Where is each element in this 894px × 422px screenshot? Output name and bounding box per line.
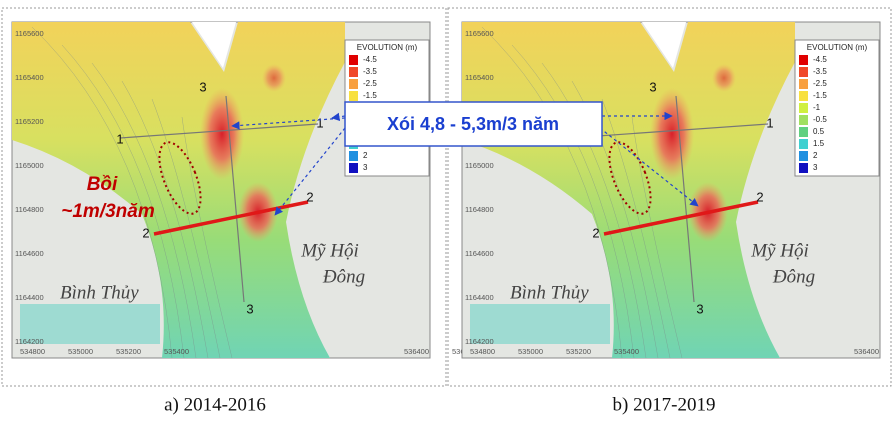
section-label: 2 bbox=[306, 189, 313, 204]
legend-swatch bbox=[349, 79, 358, 89]
legend-label: 3 bbox=[363, 163, 368, 172]
legend-swatch bbox=[799, 91, 808, 101]
map-panel: 3112231165600116540011652001165000116480… bbox=[462, 22, 894, 358]
section-label: 1 bbox=[116, 131, 123, 146]
y-tick-label: 1164800 bbox=[15, 205, 44, 214]
section-label: 3 bbox=[246, 301, 253, 316]
section-label: 1 bbox=[766, 115, 773, 130]
section-label: 2 bbox=[592, 225, 599, 240]
legend-label: 2 bbox=[363, 151, 368, 160]
legend-label: -1.5 bbox=[813, 91, 827, 100]
x-tick-label: 535400 bbox=[614, 347, 639, 356]
erosion-zone bbox=[650, 88, 694, 180]
legend-label: -1.5 bbox=[363, 91, 377, 100]
x-tick-label: 534800 bbox=[470, 347, 495, 356]
y-tick-label: 1164800 bbox=[465, 205, 494, 214]
legend: EVOLUTION (m) -4.5 -3.5 -2.5 -1.5 -1 -0.5 0.5 1.… bbox=[795, 40, 879, 176]
legend-label: 0.5 bbox=[813, 127, 825, 136]
caption: a) 2014-2016 bbox=[164, 394, 266, 415]
place-name: Mỹ Hội bbox=[750, 240, 809, 261]
place-name: Mỹ Hội bbox=[300, 240, 359, 261]
x-tick-label: 535200 bbox=[566, 347, 591, 356]
legend-swatch bbox=[349, 151, 358, 161]
legend-label: -4.5 bbox=[813, 55, 827, 64]
caption: b) 2017-2019 bbox=[613, 394, 716, 415]
y-tick-label: 1164400 bbox=[465, 293, 494, 302]
legend-swatch bbox=[799, 139, 808, 149]
place-name: Bình Thủy bbox=[60, 282, 139, 303]
callout-text: Xói 4,8 - 5,3m/3 năm bbox=[387, 114, 559, 134]
legend-swatch bbox=[799, 127, 808, 137]
legend-title: EVOLUTION (m) bbox=[357, 43, 418, 52]
y-tick-label: 1165600 bbox=[465, 29, 494, 38]
legend-label: 3 bbox=[813, 163, 818, 172]
x-tick-label: 535000 bbox=[518, 347, 543, 356]
y-tick-label: 1164200 bbox=[465, 337, 494, 346]
y-tick-label: 1165000 bbox=[465, 161, 494, 170]
legend-label: 2 bbox=[813, 151, 818, 160]
y-tick-label: 1164400 bbox=[15, 293, 44, 302]
legend-label: -0.5 bbox=[813, 115, 827, 124]
legend-swatch bbox=[349, 163, 358, 173]
page: 3 1 1 2 2 3 1165600 1165400 1165200 1165000 116480… bbox=[0, 0, 894, 422]
legend-label: 1.5 bbox=[813, 139, 825, 148]
legend-label: -2.5 bbox=[363, 79, 377, 88]
section-label: 3 bbox=[696, 301, 703, 316]
legend-swatch bbox=[799, 163, 808, 173]
legend-title: EVOLUTION (m) bbox=[807, 43, 868, 52]
section-label: 3 bbox=[199, 79, 206, 94]
x-tick-label: 535400 bbox=[164, 347, 189, 356]
legend-label: -3.5 bbox=[363, 67, 377, 76]
deposition-label: Bồi bbox=[87, 174, 118, 195]
place-name: Bình Thủy bbox=[510, 282, 589, 303]
y-tick-label: 1165400 bbox=[465, 73, 494, 82]
section-label: 3 bbox=[649, 79, 656, 94]
legend-swatch bbox=[799, 67, 808, 77]
erosion-zone bbox=[200, 88, 244, 180]
section-label: 1 bbox=[316, 115, 323, 130]
y-tick-label: 1165600 bbox=[15, 29, 44, 38]
x-tick-label: 536400 bbox=[404, 347, 429, 356]
y-tick-label: 1164200 bbox=[15, 337, 44, 346]
x-tick-label: 535000 bbox=[68, 347, 93, 356]
legend-swatch bbox=[799, 55, 808, 65]
figure: 3 1 1 2 2 3 1165600 1165400 1165200 1165000 116480… bbox=[0, 0, 894, 422]
legend-swatch bbox=[349, 55, 358, 65]
legend-label: -4.5 bbox=[363, 55, 377, 64]
y-tick-label: 1164600 bbox=[15, 249, 44, 258]
deposition-label: ~1m/3năm bbox=[61, 201, 155, 222]
section-label: 2 bbox=[142, 225, 149, 240]
legend-swatch bbox=[349, 67, 358, 77]
legend-swatch bbox=[799, 79, 808, 89]
y-tick-label: 1165000 bbox=[15, 161, 44, 170]
legend-swatch bbox=[349, 91, 358, 101]
section-label: 2 bbox=[756, 189, 763, 204]
erosion-zone bbox=[712, 64, 736, 92]
x-tick-label: 534800 bbox=[20, 347, 45, 356]
erosion-zone bbox=[262, 64, 286, 92]
legend-swatch bbox=[799, 151, 808, 161]
y-tick-label: 1165200 bbox=[15, 117, 44, 126]
x-tick-label: 536400 bbox=[854, 347, 879, 356]
place-name: Đông bbox=[322, 266, 365, 287]
y-tick-label: 1165400 bbox=[15, 73, 44, 82]
x-tick-label: 535200 bbox=[116, 347, 141, 356]
legend-label: -1 bbox=[813, 103, 821, 112]
map-panel: 3 1 1 2 2 3 1165600 1165400 1165200 1165000 116480… bbox=[12, 22, 477, 358]
legend-label: -3.5 bbox=[813, 67, 827, 76]
y-tick-label: 1164600 bbox=[465, 249, 494, 258]
legend-label: -2.5 bbox=[813, 79, 827, 88]
legend-swatch bbox=[799, 103, 808, 113]
legend-swatch bbox=[799, 115, 808, 125]
place-name: Đông bbox=[772, 266, 815, 287]
